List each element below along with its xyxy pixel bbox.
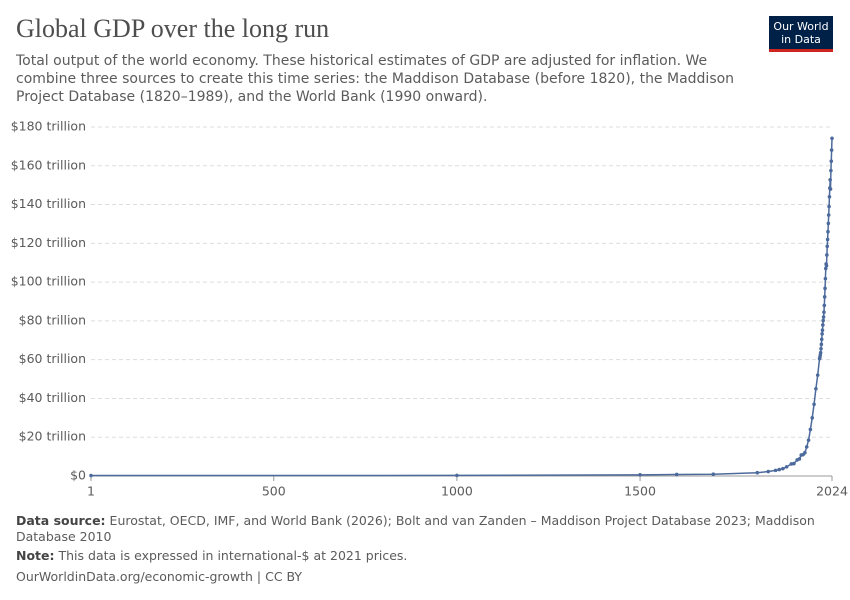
chart-subtitle: Total output of the world economy. These… xyxy=(16,53,735,105)
y-tick-label: $20 trillion xyxy=(19,429,86,444)
point xyxy=(825,237,830,242)
note-text: This data is expressed in international-… xyxy=(58,548,408,563)
y-tick-label: $140 trillion xyxy=(11,196,86,211)
point xyxy=(808,427,813,432)
point xyxy=(773,468,778,473)
point xyxy=(777,467,782,472)
source-text: Eurostat, OECD, IMF, and World Bank (202… xyxy=(16,513,815,544)
point xyxy=(803,450,807,455)
point xyxy=(89,473,93,478)
point xyxy=(825,244,830,249)
point xyxy=(823,276,828,281)
point xyxy=(638,473,642,477)
point xyxy=(806,438,811,442)
point xyxy=(822,310,826,314)
point xyxy=(819,342,824,347)
point xyxy=(822,303,827,308)
y-tick-label: $160 trillion xyxy=(11,157,86,172)
point xyxy=(826,213,831,217)
y-tick-label: $80 trillion xyxy=(19,312,86,327)
y-tick-label: $120 trillion xyxy=(11,235,86,250)
point xyxy=(781,466,785,471)
point xyxy=(827,204,831,209)
logo[interactable]: Our World in Data xyxy=(769,16,833,52)
point xyxy=(821,323,825,327)
point xyxy=(823,286,827,291)
point xyxy=(815,373,820,377)
y-tick-label: $100 trillion xyxy=(11,274,86,289)
note: Note: This data is expressed in internat… xyxy=(16,548,816,564)
point xyxy=(820,328,825,332)
point xyxy=(766,469,771,474)
chart-title: Global GDP over the long run xyxy=(16,14,330,43)
url[interactable]: OurWorldinData.org/economic-growth | CC … xyxy=(16,569,303,584)
note-label: Note: xyxy=(16,548,55,563)
point xyxy=(821,315,826,319)
point xyxy=(818,350,823,355)
point xyxy=(820,332,824,336)
point xyxy=(828,187,833,191)
point xyxy=(804,445,809,449)
point xyxy=(829,159,834,163)
point xyxy=(824,263,829,268)
point xyxy=(819,337,824,342)
point xyxy=(784,465,789,469)
point xyxy=(829,168,833,173)
point xyxy=(829,148,834,152)
point xyxy=(823,266,828,271)
point xyxy=(755,470,760,475)
point xyxy=(792,461,796,466)
point xyxy=(830,136,834,141)
point xyxy=(812,402,816,407)
y-tick-label: $180 trillion xyxy=(11,119,86,134)
logo-line: Our World xyxy=(773,20,829,33)
y-tick-label: $40 trillion xyxy=(19,390,86,405)
point xyxy=(822,295,827,299)
source-label: Data source: xyxy=(16,513,106,528)
point xyxy=(819,347,823,351)
point xyxy=(821,318,826,323)
point xyxy=(827,195,832,199)
point xyxy=(674,472,679,477)
point xyxy=(825,253,829,257)
point xyxy=(826,229,830,234)
y-tick-label: $60 trillion xyxy=(19,351,86,366)
point xyxy=(455,473,459,478)
point xyxy=(711,472,716,477)
point xyxy=(810,416,815,420)
logo-line: in Data xyxy=(781,33,821,46)
line xyxy=(90,138,833,477)
x-tick-label: 2024 xyxy=(816,484,848,499)
point xyxy=(828,177,832,182)
point xyxy=(797,457,802,461)
point xyxy=(814,386,818,391)
x-tick-label: 500 xyxy=(262,484,286,499)
point xyxy=(826,221,831,226)
x-tick-label: 1500 xyxy=(624,484,656,499)
y-tick-label: $0 xyxy=(70,468,86,483)
x-tick-label: 1000 xyxy=(441,484,473,499)
source: Data source: Eurostat, OECD, IMF, and Wo… xyxy=(16,513,816,545)
x-tick-label: 1 xyxy=(87,484,95,499)
